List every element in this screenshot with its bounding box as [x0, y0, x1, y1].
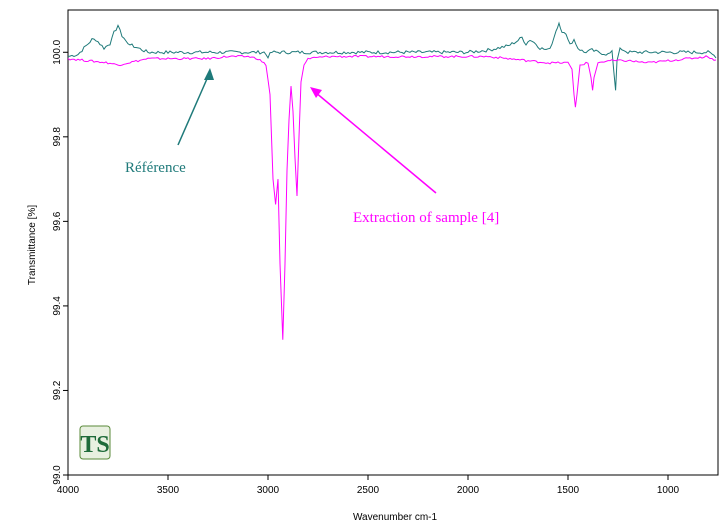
x-tick-label: 3000 — [257, 485, 280, 496]
x-tick-label: 1000 — [657, 485, 680, 496]
annotation-reference-label: Référence — [125, 160, 186, 176]
annotation-extraction: Extraction of sample [4] — [310, 87, 499, 226]
series-line-extraction — [67, 54, 717, 340]
x-tick-label: 3500 — [157, 485, 180, 496]
series-group — [67, 21, 717, 340]
annotation-extraction-label: Extraction of sample [4] — [353, 210, 499, 226]
y-tick-label: 99.6 — [52, 211, 63, 231]
ts-logo: TS — [79, 425, 111, 460]
annotation-extraction-arrowhead — [310, 87, 322, 98]
y-tick-label: 99.2 — [52, 380, 63, 400]
x-tick-label: 4000 — [57, 485, 80, 496]
annotation-extraction-arrow — [314, 91, 437, 194]
y-tick-label: 99.8 — [52, 127, 63, 147]
annotation-reference-arrow — [177, 71, 211, 146]
annotation-reference: Référence — [125, 68, 214, 176]
x-tick-label: 2000 — [457, 485, 480, 496]
annotation-reference-arrowhead — [204, 68, 214, 80]
y-axis-ticks: 99.0 99.2 99.4 99.6 99.8 100.0 — [52, 39, 68, 485]
x-axis-ticks: 4000 3500 3000 2500 2000 1500 1000 — [57, 475, 680, 496]
series-line-reference — [67, 21, 717, 91]
y-tick-label: 99.0 — [52, 465, 63, 485]
y-tick-label: 100.0 — [52, 39, 63, 64]
ts-logo-text: TS — [80, 432, 109, 458]
y-tick-label: 99.4 — [52, 296, 63, 316]
x-tick-label: 2500 — [357, 485, 380, 496]
ts-logo-badge — [79, 425, 111, 460]
plot-area-frame — [67, 9, 719, 476]
x-tick-label: 1500 — [557, 485, 580, 496]
y-axis-title: Transmittance [%] — [27, 205, 38, 285]
x-axis-title: Wavenumber cm-1 — [353, 512, 438, 523]
